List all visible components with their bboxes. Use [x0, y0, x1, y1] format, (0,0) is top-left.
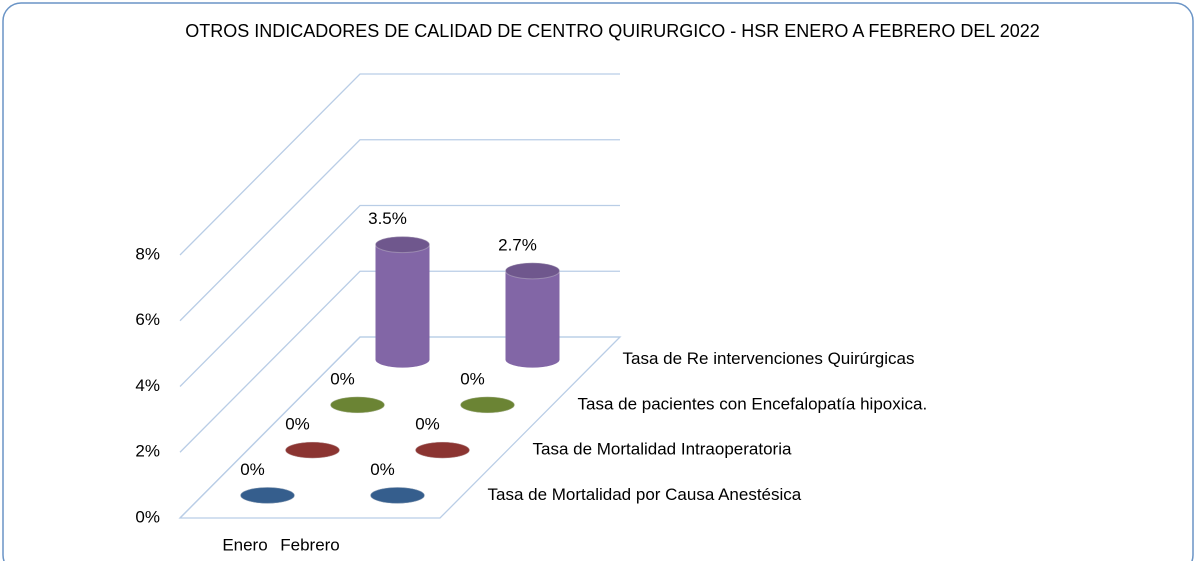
data-label: 0%	[415, 415, 440, 434]
data-label: 0%	[330, 369, 355, 388]
chart-title: OTROS INDICADORES DE CALIDAD DE CENTRO Q…	[185, 21, 1040, 41]
x-tick-label: Febrero	[280, 535, 340, 554]
grid-line	[179, 139, 620, 322]
data-label: 0%	[240, 460, 265, 479]
bar	[505, 262, 560, 368]
bar-top	[285, 441, 340, 459]
bar	[375, 236, 430, 368]
bar-top	[415, 441, 470, 459]
legend-label: Tasa de pacientes con Encefalopatía hipo…	[578, 394, 928, 413]
legend-label: Tasa de Mortalidad por Causa Anestésica	[488, 485, 802, 504]
data-label: 3.5%	[368, 209, 407, 228]
bar-top	[460, 396, 515, 414]
y-tick-label: 6%	[135, 310, 160, 329]
bar-top	[375, 236, 430, 254]
x-tick-label: Enero	[222, 535, 267, 554]
y-tick-label: 2%	[135, 442, 160, 461]
bar-top	[370, 486, 425, 504]
data-label: 0%	[285, 415, 310, 434]
grid-line	[179, 204, 620, 387]
bar-top	[330, 396, 385, 414]
data-label: 0%	[370, 460, 395, 479]
data-label: 0%	[460, 369, 485, 388]
grid-line	[179, 73, 620, 256]
bar-top	[505, 262, 560, 280]
legend-label: Tasa de Mortalidad Intraoperatoria	[533, 440, 792, 459]
legend-label: Tasa de Re intervenciones Quirúrgicas	[623, 349, 915, 368]
y-tick-label: 4%	[135, 376, 160, 395]
data-label: 2.7%	[498, 235, 537, 254]
y-tick-label: 8%	[135, 244, 160, 263]
bar-top	[240, 486, 295, 504]
y-tick-label: 0%	[135, 507, 160, 526]
